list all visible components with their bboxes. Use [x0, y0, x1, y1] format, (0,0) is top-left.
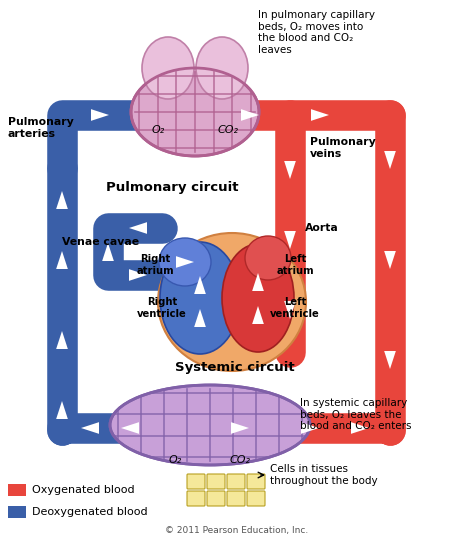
Text: Deoxygenated blood: Deoxygenated blood [32, 507, 147, 517]
Polygon shape [231, 422, 249, 434]
Bar [8, 484, 26, 496]
Text: O₂: O₂ [168, 455, 182, 465]
Polygon shape [384, 251, 396, 269]
Polygon shape [56, 251, 68, 269]
Polygon shape [121, 422, 139, 434]
Polygon shape [56, 191, 68, 209]
Ellipse shape [131, 68, 259, 156]
Text: CO₂: CO₂ [229, 455, 250, 465]
Ellipse shape [245, 236, 291, 280]
Polygon shape [129, 269, 147, 281]
Ellipse shape [222, 244, 294, 352]
Ellipse shape [196, 37, 248, 99]
FancyBboxPatch shape [247, 474, 265, 489]
Text: O₂: O₂ [151, 125, 164, 135]
FancyBboxPatch shape [247, 491, 265, 506]
Polygon shape [311, 109, 329, 121]
Polygon shape [56, 401, 68, 419]
Polygon shape [56, 331, 68, 349]
Text: Venae cavae: Venae cavae [62, 237, 139, 247]
Text: Right
atrium: Right atrium [136, 254, 174, 276]
FancyBboxPatch shape [207, 474, 225, 489]
Polygon shape [284, 231, 296, 249]
Polygon shape [384, 151, 396, 169]
Polygon shape [252, 306, 264, 324]
Text: Right
ventricle: Right ventricle [137, 297, 187, 319]
Text: Aorta: Aorta [305, 223, 339, 233]
Text: Left
ventricle: Left ventricle [270, 297, 320, 319]
Polygon shape [194, 309, 206, 327]
Polygon shape [241, 109, 259, 121]
Polygon shape [284, 301, 296, 319]
Text: Pulmonary
veins: Pulmonary veins [310, 137, 376, 159]
FancyBboxPatch shape [227, 491, 245, 506]
Ellipse shape [158, 233, 306, 371]
Polygon shape [194, 276, 206, 294]
Polygon shape [129, 222, 147, 234]
Text: Pulmonary circuit: Pulmonary circuit [106, 181, 238, 194]
Text: In systemic capillary
beds, O₂ leaves the
blood and CO₂ enters: In systemic capillary beds, O₂ leaves th… [300, 398, 411, 431]
Text: Left
atrium: Left atrium [276, 254, 314, 276]
Polygon shape [301, 422, 319, 434]
Text: Systemic circuit: Systemic circuit [175, 361, 295, 375]
FancyBboxPatch shape [207, 491, 225, 506]
Polygon shape [81, 422, 99, 434]
Ellipse shape [160, 242, 240, 354]
Polygon shape [176, 256, 194, 268]
Text: CO₂: CO₂ [218, 125, 238, 135]
Ellipse shape [142, 37, 194, 99]
Text: Cells in tissues
throughout the body: Cells in tissues throughout the body [270, 464, 378, 486]
Ellipse shape [110, 385, 310, 465]
Polygon shape [384, 351, 396, 369]
Polygon shape [102, 243, 114, 261]
Polygon shape [351, 422, 369, 434]
FancyBboxPatch shape [187, 474, 205, 489]
FancyBboxPatch shape [227, 474, 245, 489]
Polygon shape [284, 161, 296, 179]
FancyBboxPatch shape [187, 491, 205, 506]
Ellipse shape [159, 238, 211, 286]
Text: Pulmonary
arteries: Pulmonary arteries [8, 117, 74, 139]
Polygon shape [91, 109, 109, 121]
Text: In pulmonary capillary
beds, O₂ moves into
the blood and CO₂
leaves: In pulmonary capillary beds, O₂ moves in… [258, 10, 375, 55]
Polygon shape [252, 273, 264, 291]
Bar [8, 506, 26, 518]
Text: © 2011 Pearson Education, Inc.: © 2011 Pearson Education, Inc. [165, 525, 309, 535]
Text: Oxygenated blood: Oxygenated blood [32, 485, 135, 495]
